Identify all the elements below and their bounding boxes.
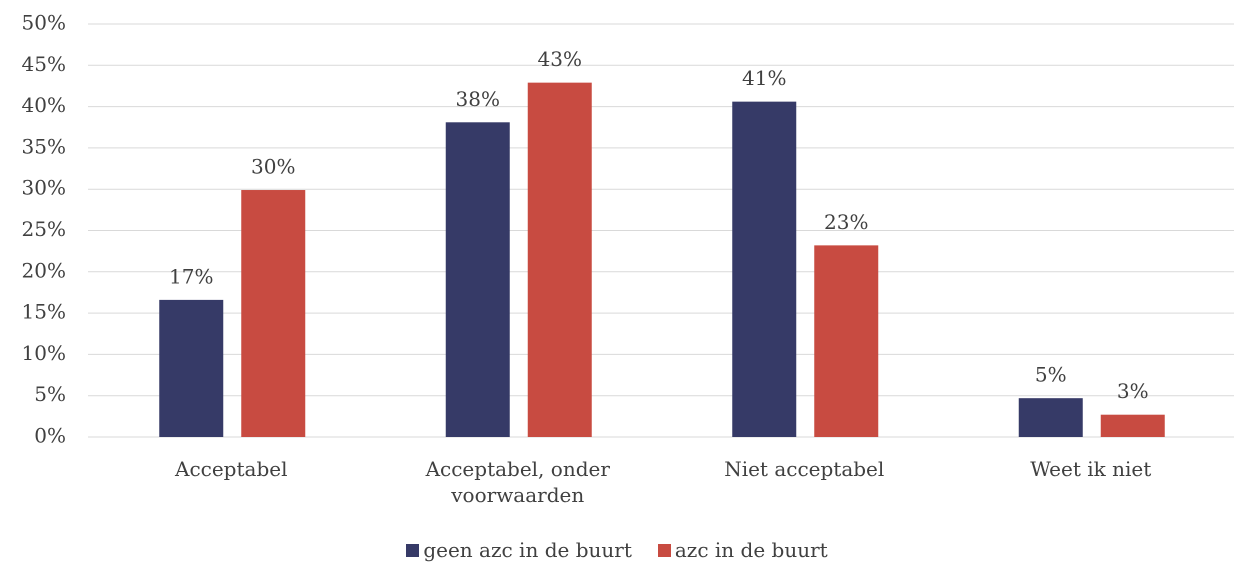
bar bbox=[445, 122, 510, 437]
y-tick-label: 10% bbox=[22, 341, 66, 365]
y-tick-label: 35% bbox=[22, 134, 66, 158]
y-tick-label: 0% bbox=[34, 424, 66, 448]
bar bbox=[814, 245, 879, 437]
legend: geen azc in de buurt azc in de buurt bbox=[0, 538, 1234, 562]
x-tick-label: Weet ik niet bbox=[1030, 457, 1152, 481]
x-tick-label: Acceptabel, onder voorwaarden bbox=[425, 457, 610, 507]
y-tick-label: 30% bbox=[22, 176, 66, 200]
y-tick-label: 25% bbox=[22, 217, 66, 241]
y-tick-label: 15% bbox=[22, 300, 66, 324]
legend-item: azc in de buurt bbox=[657, 538, 828, 562]
data-label: 3% bbox=[1117, 379, 1149, 403]
legend-item: geen azc in de buurt bbox=[406, 538, 632, 562]
y-tick-label: 20% bbox=[22, 258, 66, 282]
data-label: 41% bbox=[742, 66, 786, 90]
bar bbox=[241, 190, 306, 437]
data-label: 17% bbox=[169, 264, 213, 288]
data-label: 38% bbox=[456, 87, 500, 111]
y-tick-label: 45% bbox=[22, 52, 66, 76]
y-tick-label: 50% bbox=[22, 11, 66, 35]
bar bbox=[1100, 414, 1165, 437]
bar bbox=[159, 299, 224, 437]
y-tick-label: 40% bbox=[22, 93, 66, 117]
data-label: 23% bbox=[824, 210, 868, 234]
data-label: 43% bbox=[538, 47, 582, 71]
legend-label: geen azc in de buurt bbox=[423, 538, 632, 562]
data-label: 30% bbox=[251, 155, 295, 179]
bar bbox=[1018, 398, 1083, 437]
x-tick-label: Acceptabel bbox=[175, 457, 288, 481]
bar bbox=[527, 82, 592, 438]
legend-label: azc in de buurt bbox=[674, 538, 828, 562]
y-tick-label: 5% bbox=[34, 382, 66, 406]
legend-swatch bbox=[406, 543, 420, 557]
legend-swatch bbox=[657, 543, 671, 557]
bar bbox=[732, 101, 797, 438]
data-label: 5% bbox=[1035, 363, 1067, 387]
x-tick-label: Niet acceptabel bbox=[724, 457, 885, 481]
